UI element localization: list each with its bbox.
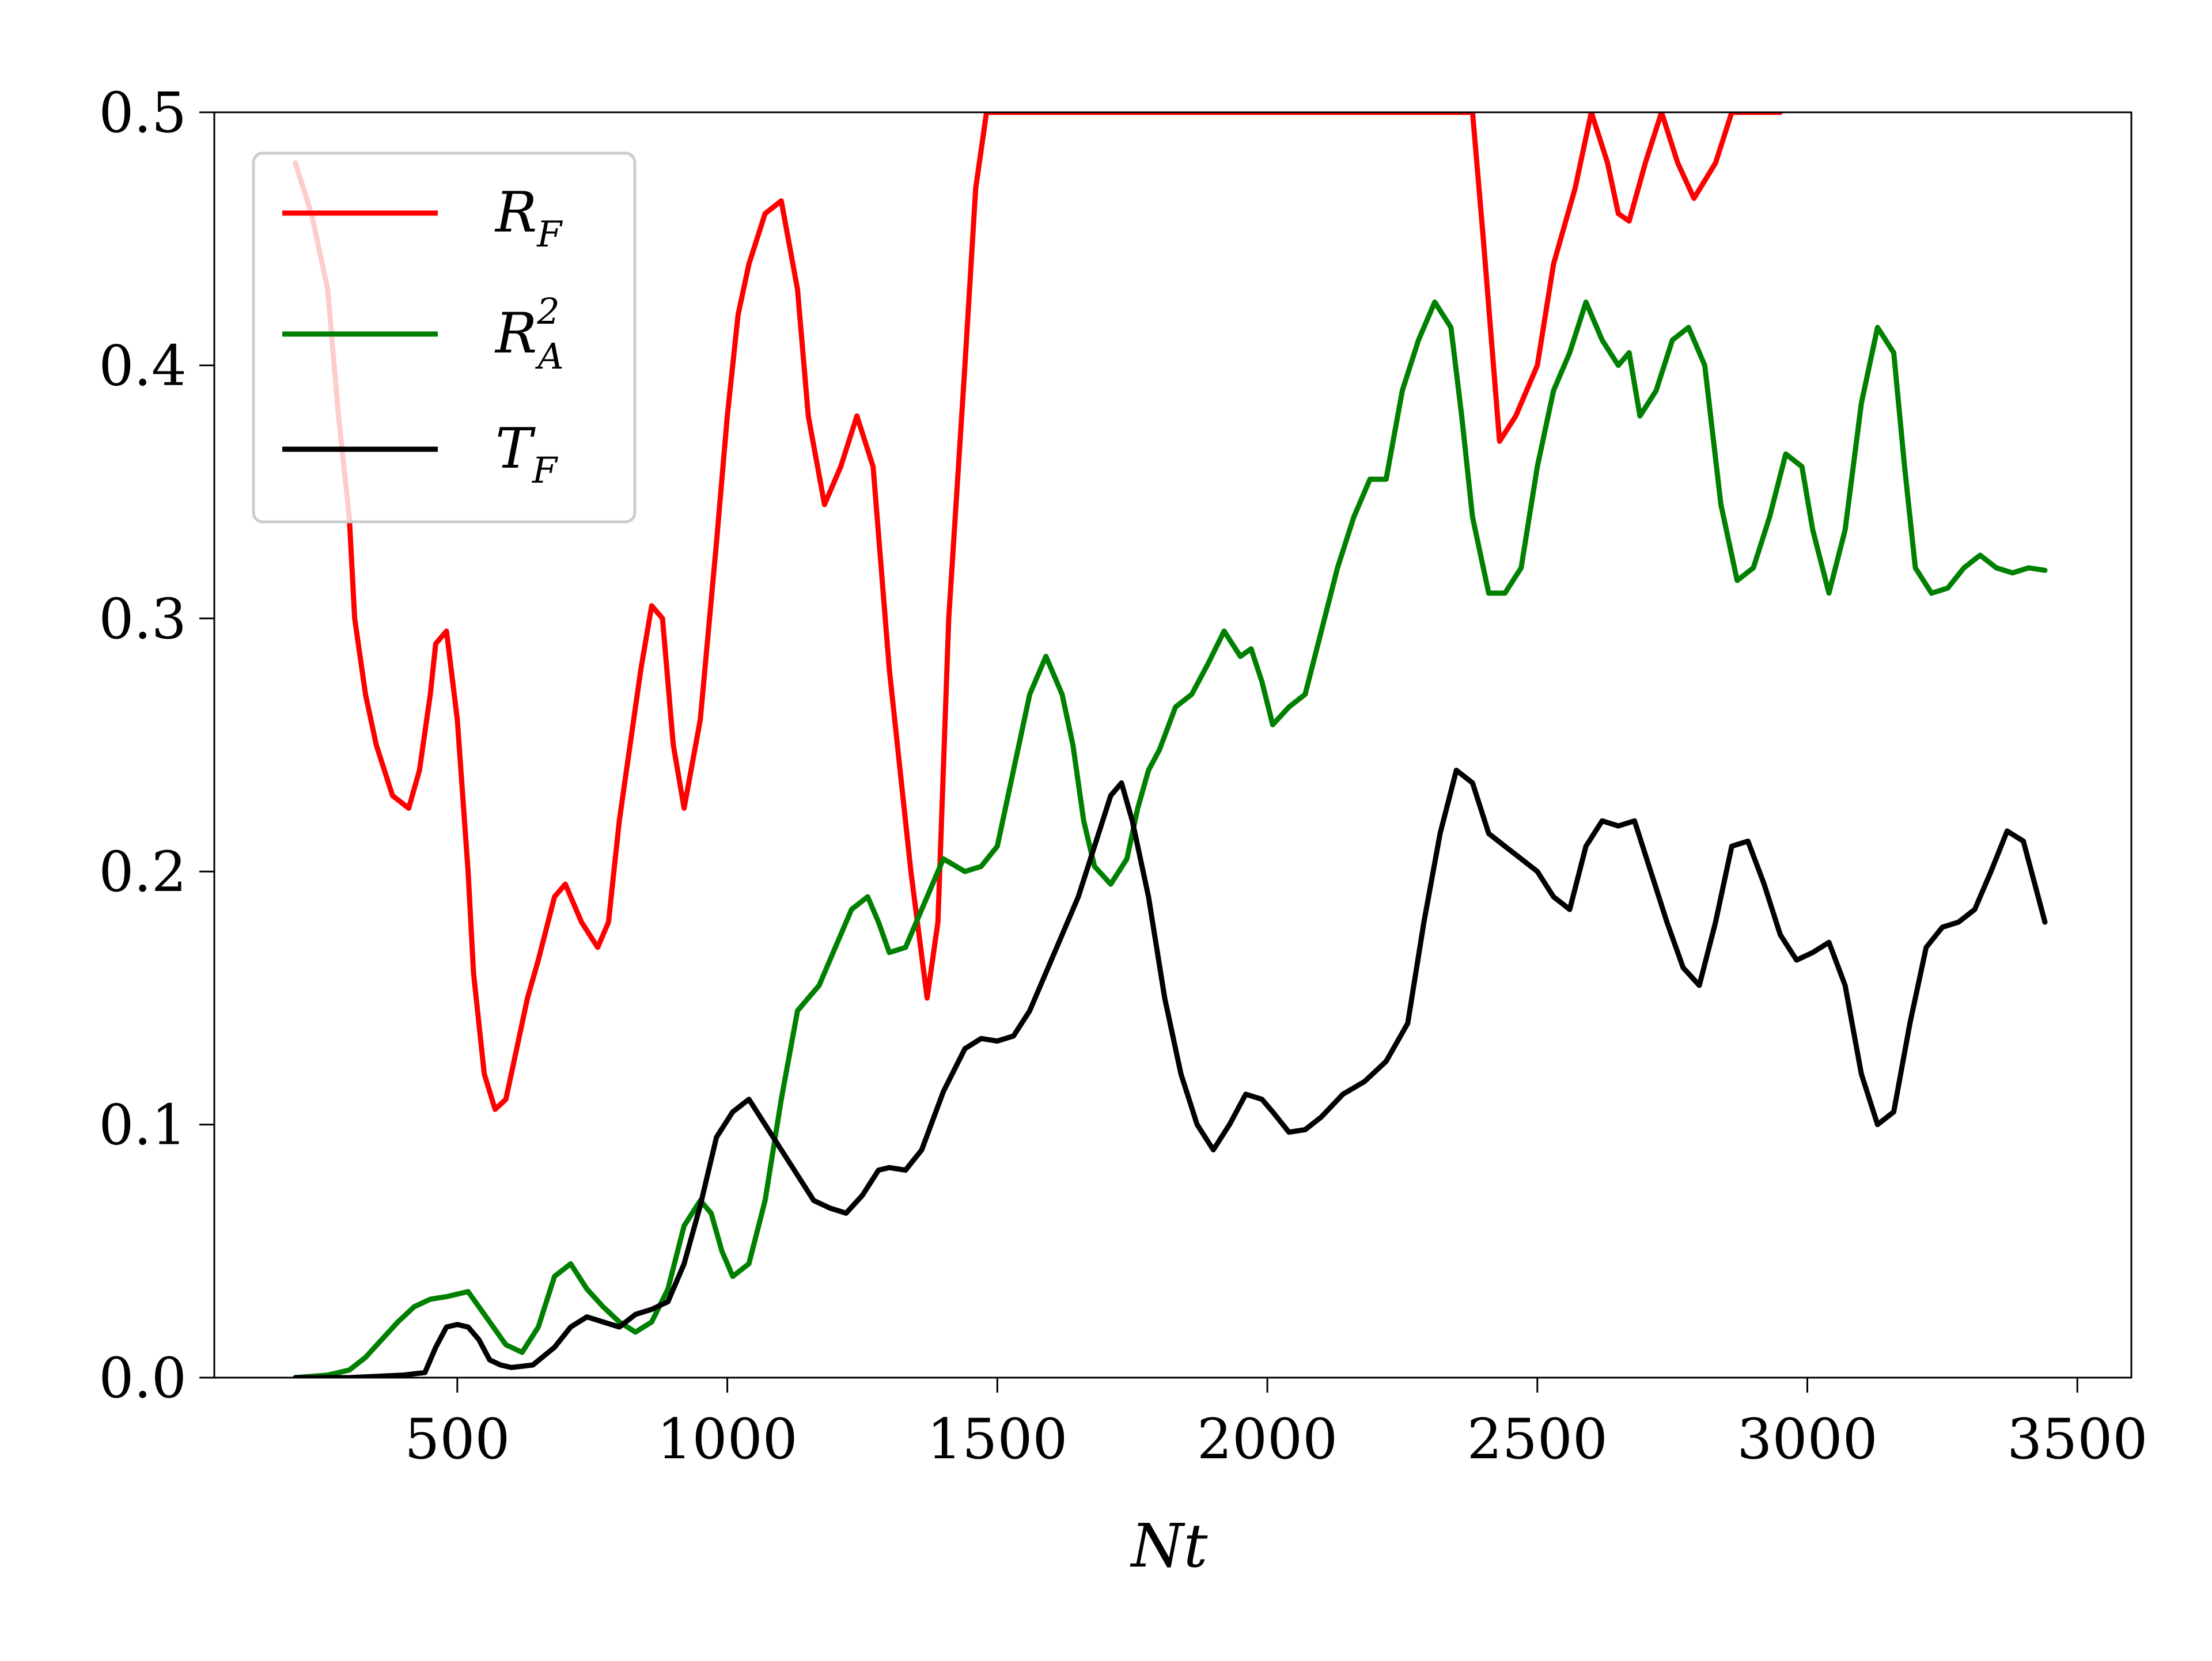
x-tick-label: 3500 bbox=[2007, 1407, 2147, 1472]
series-layer bbox=[293, 112, 2048, 1378]
legend-label: RF bbox=[494, 180, 563, 255]
y-tick-label: 0.5 bbox=[99, 81, 187, 145]
legend: RF R2 A TF bbox=[252, 151, 637, 524]
legend-label: TF bbox=[495, 416, 558, 491]
x-tick-label: 2000 bbox=[1197, 1407, 1338, 1472]
x-tick-label: 3000 bbox=[1737, 1407, 1877, 1472]
x-axis: 500 1000 1500 2000 2500 3000 3500 bbox=[404, 1378, 2147, 1472]
series-line-r-f bbox=[293, 112, 1783, 1112]
y-tick-label: 0.4 bbox=[99, 333, 187, 398]
legend-box bbox=[252, 151, 637, 524]
y-tick-label: 0.1 bbox=[99, 1093, 187, 1158]
plot-frame bbox=[213, 111, 2133, 1379]
y-axis: 0.0 0.1 0.2 0.3 0.4 0.5 bbox=[99, 81, 214, 1410]
x-tick-label: 2500 bbox=[1467, 1407, 1608, 1472]
y-tick-label: 0.2 bbox=[99, 840, 187, 904]
series-line-r-a-sq bbox=[293, 299, 2048, 1378]
series-line-t-f bbox=[293, 767, 2048, 1378]
y-tick-label: 0.0 bbox=[99, 1346, 187, 1410]
x-axis-label: Nt bbox=[1130, 1511, 1208, 1581]
x-tick-label: 500 bbox=[404, 1407, 510, 1472]
x-tick-label: 1000 bbox=[657, 1407, 797, 1472]
x-tick-label: 1500 bbox=[927, 1407, 1067, 1472]
y-tick-label: 0.3 bbox=[99, 587, 187, 651]
legend-label: R2 A bbox=[494, 290, 564, 377]
